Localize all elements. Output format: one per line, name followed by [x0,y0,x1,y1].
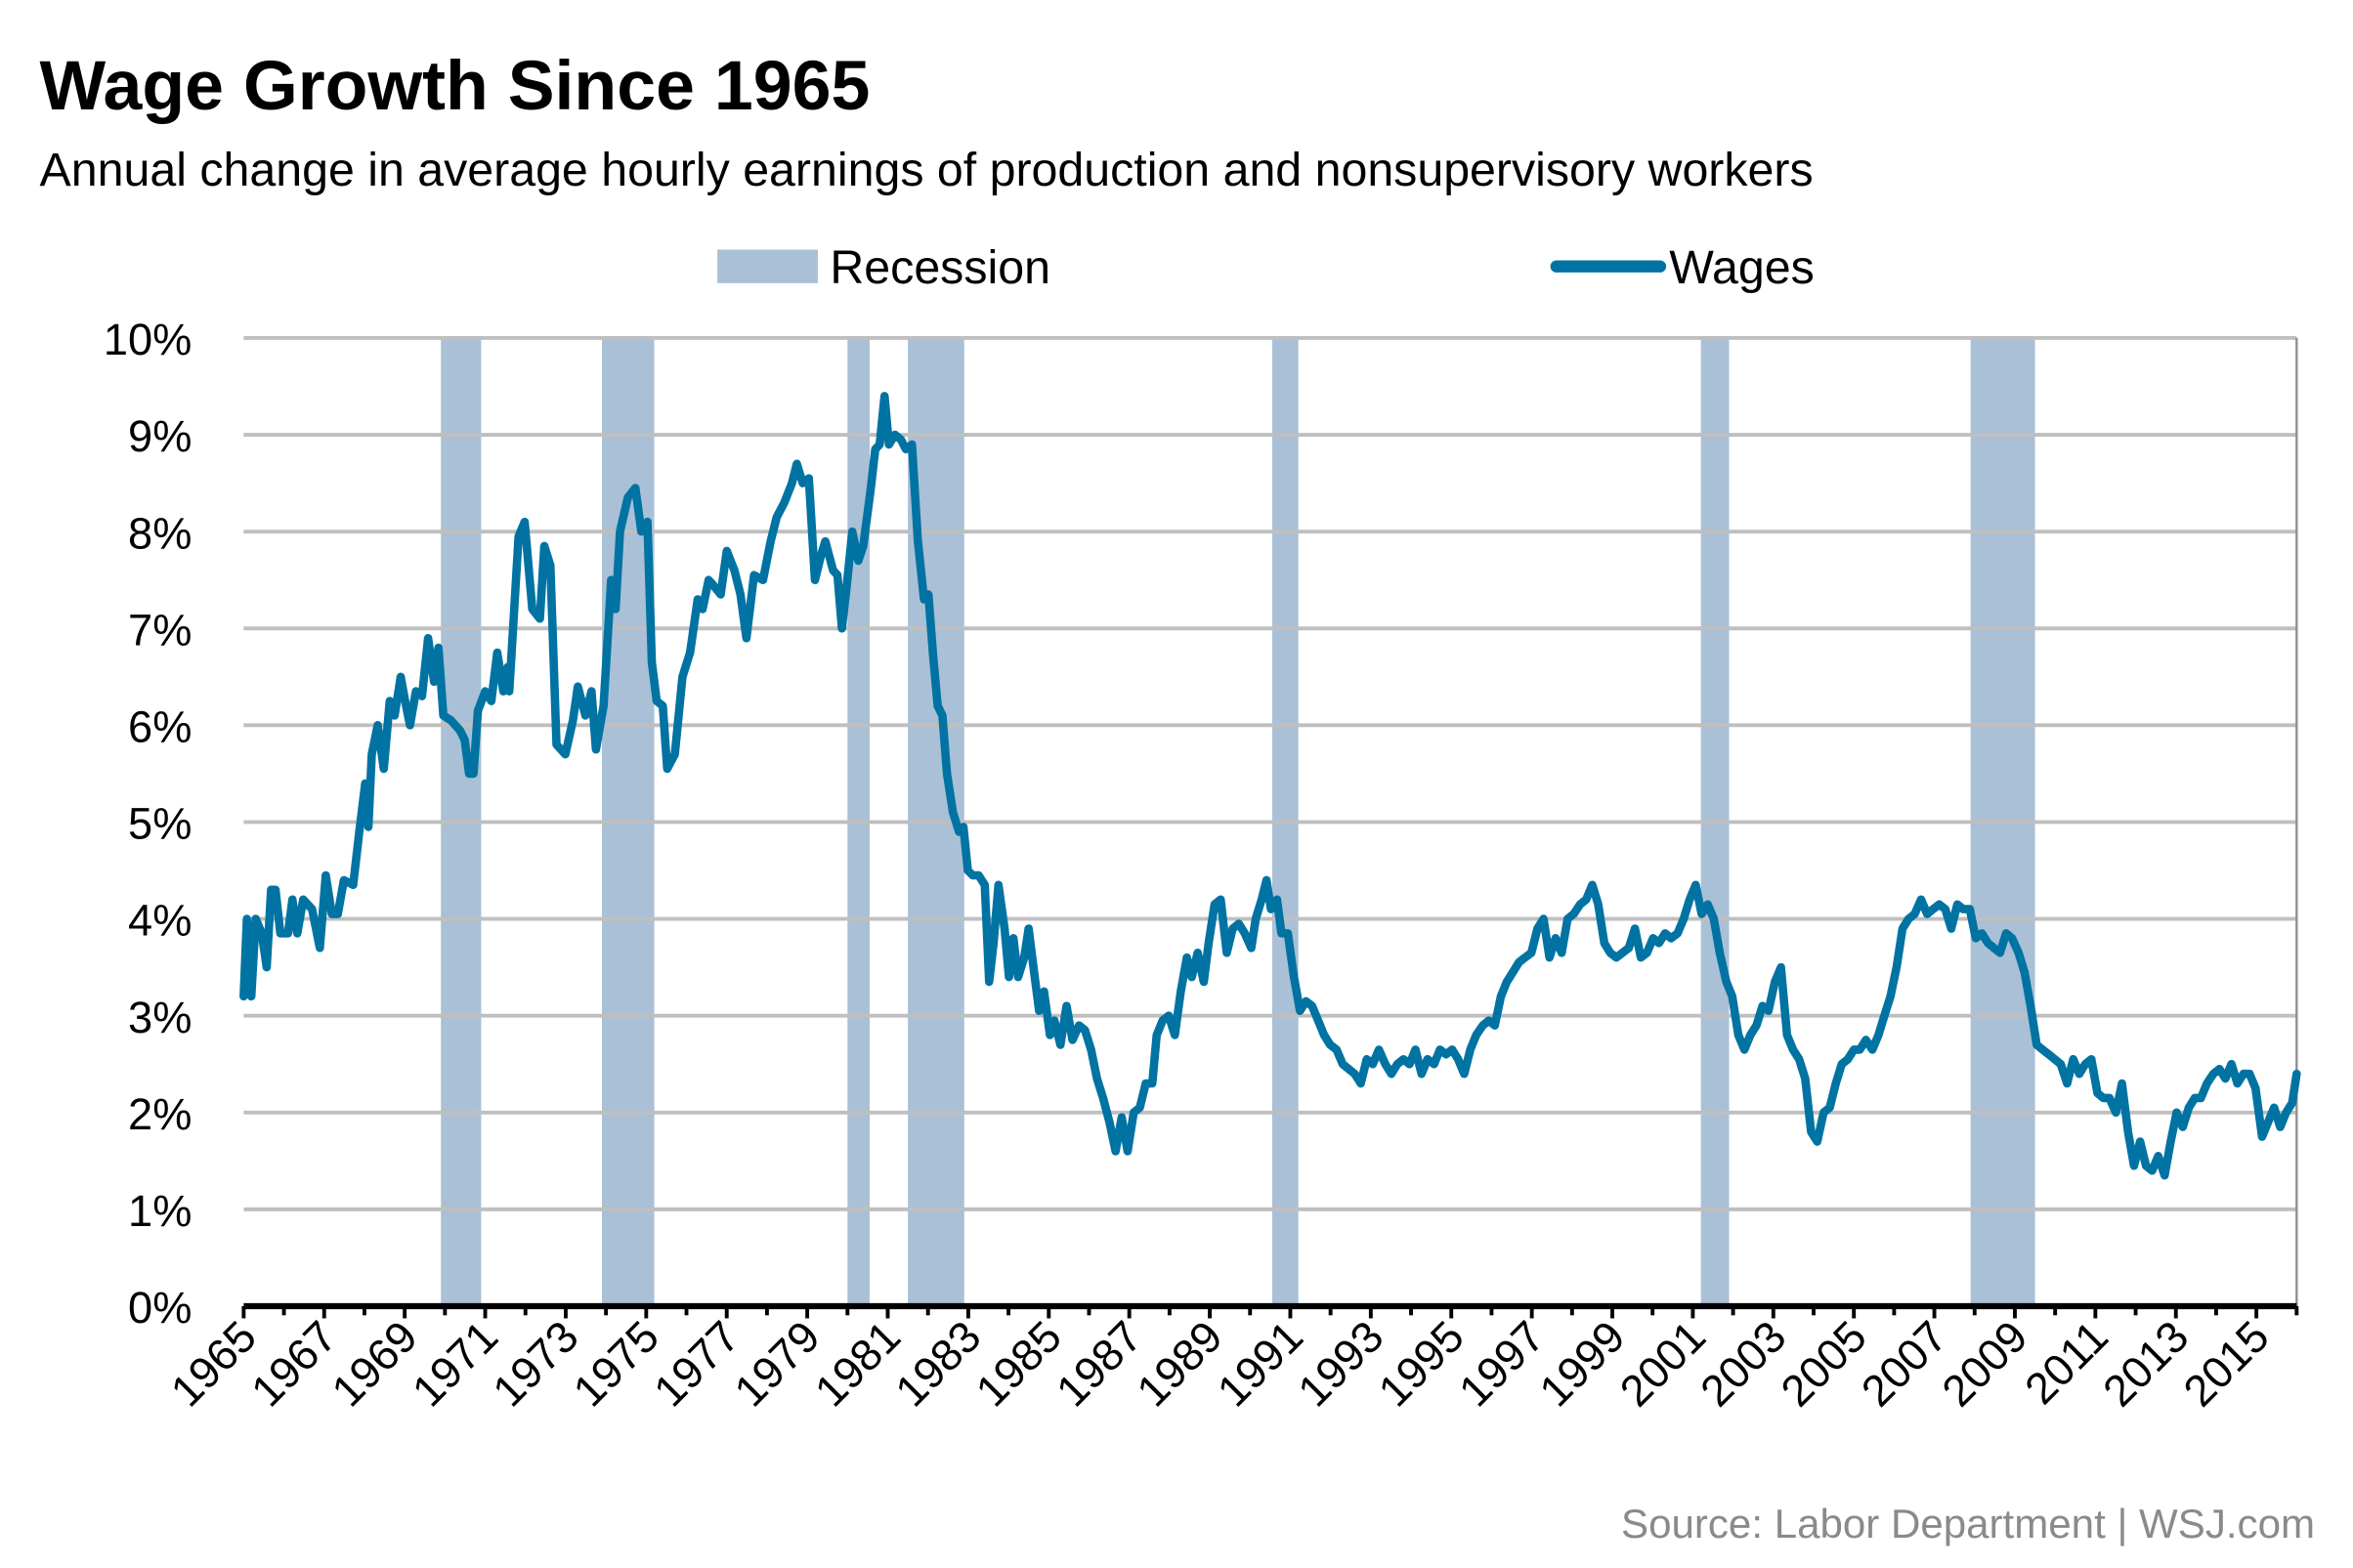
x-tick-label: 1995 [1369,1311,1474,1416]
x-tick-label: 1969 [322,1311,427,1416]
x-axis-tick-labels: 1965196719691971197319751977197919811983… [161,1311,2279,1416]
y-tick-label: 1% [128,1186,192,1236]
x-tick-label: 1997 [1449,1311,1554,1416]
x-tick-label: 1967 [241,1311,346,1416]
x-tick-label: 1973 [483,1311,587,1416]
x-tick-label: 1979 [725,1311,830,1416]
y-tick-label: 5% [128,799,192,849]
y-tick-label: 4% [128,896,192,946]
legend: Recession Wages [717,241,1815,294]
x-axis [241,1302,2299,1319]
x-tick-label: 1989 [1128,1311,1232,1416]
x-tick-label: 1971 [403,1311,507,1416]
y-tick-label: 7% [128,605,192,655]
x-tick-label: 2007 [1852,1311,1956,1416]
legend-item-wages: Wages [1550,241,1815,294]
legend-item-recession: Recession [717,241,1050,294]
x-tick-label: 2013 [2093,1311,2198,1416]
x-tick-label: 2011 [2015,1311,2118,1414]
y-tick-label: 10% [104,315,192,364]
x-tick-label: 1983 [885,1311,990,1416]
x-tick-label: 2009 [1932,1311,2036,1416]
x-tick-label: 1975 [564,1311,668,1416]
x-tick-label: 1991 [1208,1311,1312,1416]
source-note: Source: Labor Department | WSJ.com [1621,1501,2315,1547]
legend-label-wages: Wages [1669,241,1815,294]
x-tick-label: 1985 [966,1311,1071,1416]
chart-title: Wage Growth Since 1965 [40,47,871,125]
x-tick-label: 2015 [2174,1311,2279,1416]
legend-swatch-recession [717,249,818,283]
legend-label-recession: Recession [830,241,1050,294]
y-tick-label: 2% [128,1089,192,1139]
y-tick-label: 9% [128,411,192,461]
wages-line [239,392,2301,1180]
x-tick-label: 2003 [1690,1311,1795,1416]
x-tick-label: 1999 [1530,1311,1635,1416]
x-tick-label: 1981 [805,1311,910,1416]
x-tick-label: 2001 [1610,1311,1715,1416]
chart-subtitle: Annual change in average hourly earnings… [40,144,1814,196]
x-tick-label: 2005 [1772,1311,1876,1416]
y-tick-label: 0% [128,1283,192,1333]
x-tick-label: 1993 [1288,1311,1392,1416]
y-axis-tick-labels: 0% 1% 2% 3% 4% 5% 6% 7% 8% 9% 10% [104,315,192,1333]
y-tick-label: 8% [128,508,192,558]
y-tick-label: 3% [128,993,192,1042]
y-tick-label: 6% [128,701,192,751]
wages-series [239,392,2301,1180]
x-tick-label: 1977 [644,1311,749,1416]
x-tick-label: 1987 [1047,1311,1151,1416]
